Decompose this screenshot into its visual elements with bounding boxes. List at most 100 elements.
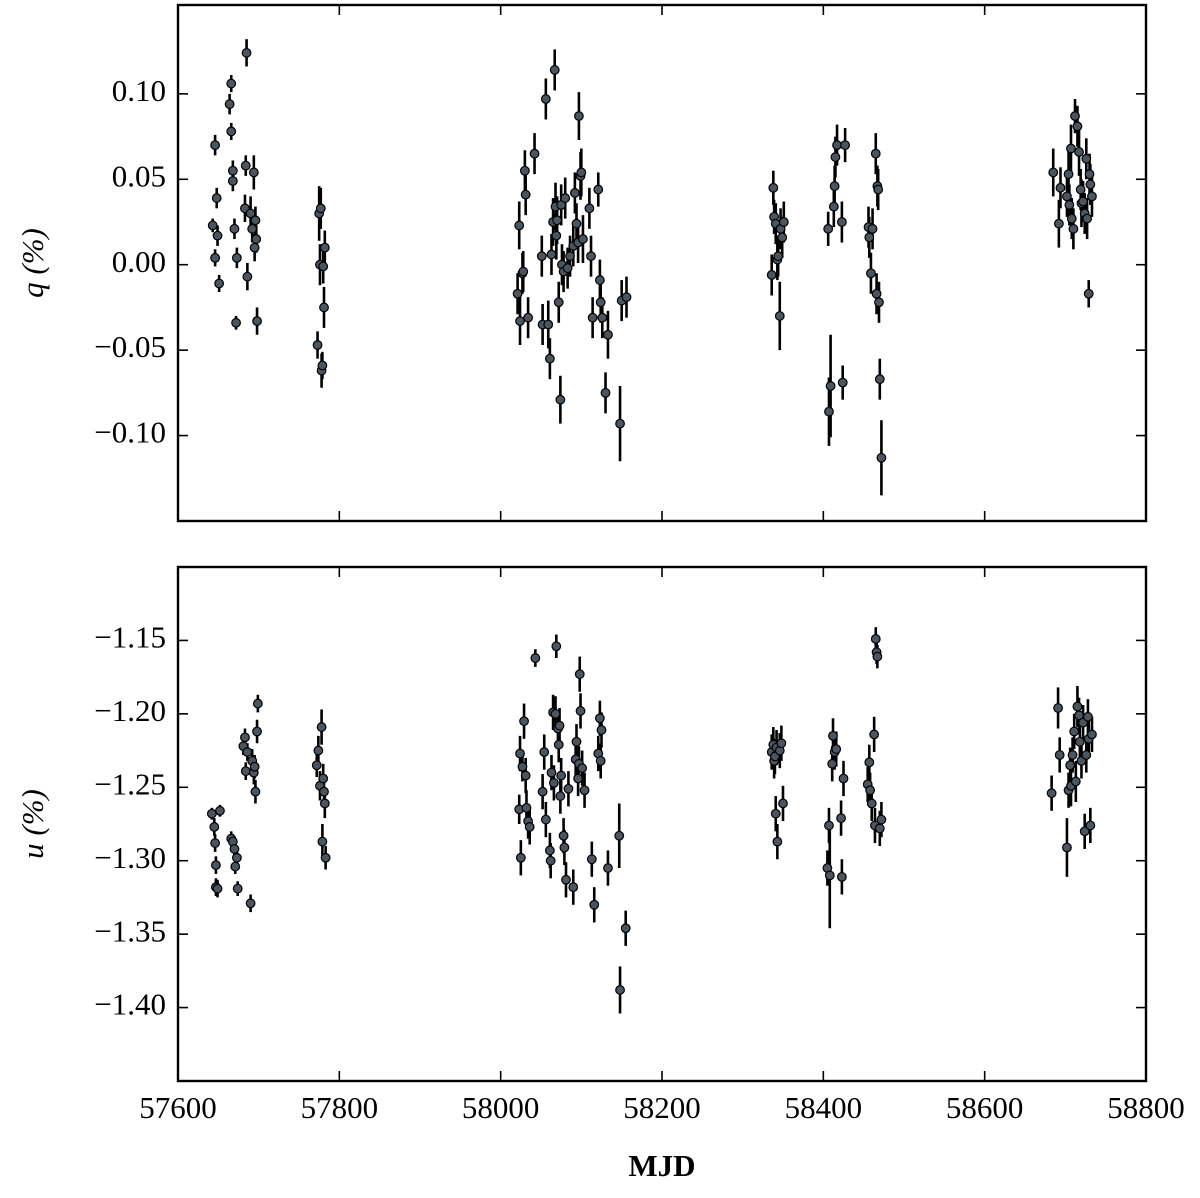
data-point (211, 860, 221, 871)
data-point (549, 65, 560, 75)
y-tick-label: 0.05 (112, 158, 166, 193)
data-point (245, 208, 256, 219)
data-point (517, 761, 528, 772)
data-point (543, 319, 554, 330)
x-tick-label: 58200 (623, 1090, 701, 1125)
data-point (774, 311, 785, 321)
data-point (227, 176, 238, 186)
data-point (549, 777, 559, 788)
data-point (1085, 179, 1096, 190)
data-point (519, 165, 530, 176)
data-point (1087, 191, 1097, 202)
data-point (515, 316, 525, 326)
data-point (573, 773, 584, 784)
data-point (1081, 153, 1092, 164)
data-point (524, 822, 535, 832)
data-point (773, 251, 784, 262)
data-point (836, 871, 847, 882)
data-point (1084, 169, 1095, 180)
data-point (1070, 111, 1080, 121)
data-point (1055, 182, 1066, 193)
data-point (872, 651, 883, 662)
data-point (594, 275, 605, 285)
points (206, 627, 1097, 1014)
data-point (1070, 776, 1081, 787)
data-point (250, 215, 261, 226)
data-point (594, 713, 605, 724)
data-point (240, 732, 250, 743)
data-point (770, 808, 781, 819)
y-tick-label: −1.20 (94, 693, 166, 728)
data-point (589, 899, 600, 910)
data-point (515, 852, 526, 863)
data-point (518, 266, 529, 277)
data-point (824, 820, 834, 831)
data-point (578, 234, 588, 244)
data-point (540, 814, 551, 825)
x-tick-label: 57600 (139, 1090, 217, 1125)
data-point (318, 773, 329, 784)
data-point (1075, 184, 1086, 195)
y-tick-label: −0.05 (94, 329, 166, 364)
data-point (232, 883, 243, 894)
data-point (240, 766, 251, 777)
data-point (555, 791, 566, 801)
data-point (319, 242, 330, 253)
data-point (317, 836, 328, 847)
data-point (319, 786, 329, 797)
data-point (210, 252, 221, 263)
data-point (521, 802, 532, 813)
data-point (240, 160, 251, 171)
data-point (1078, 196, 1088, 207)
data-point (873, 184, 884, 195)
data-point (1072, 121, 1083, 132)
data-point (836, 813, 846, 824)
data-point (555, 394, 566, 405)
data-point (568, 882, 579, 893)
data-point (867, 223, 878, 234)
data-point (1053, 218, 1064, 229)
data-point (210, 140, 221, 151)
data-point (778, 217, 789, 227)
data-point (563, 783, 574, 794)
data-point (871, 288, 882, 299)
data-point (1063, 169, 1074, 180)
x-axis-label: MJD (628, 1148, 695, 1183)
data-point (247, 223, 258, 234)
y-tick-label: −1.35 (94, 913, 166, 948)
data-point (1074, 147, 1084, 157)
data-point (245, 898, 256, 909)
data-point (828, 730, 838, 741)
plot-frame (176, 565, 1148, 1083)
data-point (249, 242, 260, 253)
data-point (252, 726, 262, 737)
data-point (1068, 223, 1079, 234)
data-point (595, 755, 606, 766)
data-point (576, 167, 587, 178)
data-point (824, 406, 834, 417)
data-point (554, 720, 565, 731)
data-point (876, 814, 887, 825)
data-point (615, 985, 625, 995)
data-point (552, 215, 563, 226)
data-point (529, 148, 540, 159)
y-tick-label: −1.15 (94, 620, 166, 655)
data-point (1054, 750, 1065, 760)
data-point (215, 805, 225, 816)
x-tick-label: 57800 (301, 1090, 379, 1125)
data-point (209, 822, 220, 832)
y-tick-label: −1.25 (94, 766, 166, 801)
data-point (212, 883, 223, 894)
data-point (242, 271, 253, 282)
x-tick-label: 58000 (462, 1090, 540, 1125)
data-point (1072, 701, 1083, 712)
data-point (559, 842, 570, 853)
data-point (224, 99, 235, 109)
data-point (1082, 213, 1093, 224)
data-point (777, 232, 788, 243)
data-point (316, 722, 327, 732)
data-point (1085, 820, 1096, 831)
data-point (1065, 760, 1076, 771)
data-point (1079, 826, 1090, 837)
data-point (571, 218, 582, 229)
